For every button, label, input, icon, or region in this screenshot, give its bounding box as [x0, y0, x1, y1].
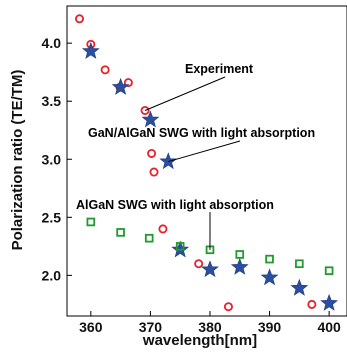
- data-point-circle: [141, 107, 148, 114]
- y-tick-label: 2.5: [42, 209, 62, 225]
- y-axis-title: Polarization ratio (TE/TM): [9, 70, 26, 251]
- data-point-star: [232, 259, 248, 274]
- data-point-star: [291, 280, 307, 295]
- data-point-star: [83, 43, 99, 58]
- data-point-circle: [150, 168, 157, 175]
- x-tick-label: 370: [139, 319, 163, 335]
- data-point-circle: [148, 150, 155, 157]
- data-point-square: [236, 251, 243, 258]
- x-tick-label: 360: [79, 319, 103, 335]
- data-point-square: [326, 267, 333, 274]
- data-point-circle: [159, 225, 166, 232]
- data-point-star: [321, 295, 337, 310]
- y-tick-label: 3.5: [42, 93, 62, 109]
- y-tick-label: 4.0: [42, 35, 62, 51]
- data-point-circle: [308, 301, 315, 308]
- data-point-circle: [195, 260, 202, 267]
- data-point-square: [296, 260, 303, 267]
- y-tick-label: 3.0: [42, 151, 62, 167]
- data-point-star: [160, 153, 176, 168]
- annotation-label: GaN/AlGaN SWG with light absorption: [88, 126, 315, 140]
- y-tick-label: 2.0: [42, 267, 62, 283]
- data-point-square: [87, 219, 94, 226]
- data-point-circle: [225, 303, 232, 310]
- data-point-square: [117, 229, 124, 236]
- data-point-circle: [76, 15, 83, 22]
- annotation-label: Experiment: [185, 62, 254, 76]
- data-point-star: [113, 79, 129, 94]
- x-tick-label: 390: [258, 319, 282, 335]
- series-circle-group: [76, 15, 316, 310]
- data-point-circle: [102, 66, 109, 73]
- data-point-square: [266, 256, 273, 263]
- annotation-arrow-line: [145, 77, 225, 110]
- annotations: Experiment GaN/AlGaN SWG with light absor…: [76, 62, 315, 250]
- x-tick-label: 380: [198, 319, 222, 335]
- data-series: [76, 15, 337, 310]
- x-tick-label: 400: [317, 319, 341, 335]
- data-point-star: [261, 269, 277, 284]
- data-point-star: [202, 261, 218, 276]
- annotation-label: AlGaN SWG with light absorption: [76, 198, 274, 212]
- data-point-square: [146, 235, 153, 242]
- annotation-arrow-line: [168, 141, 240, 162]
